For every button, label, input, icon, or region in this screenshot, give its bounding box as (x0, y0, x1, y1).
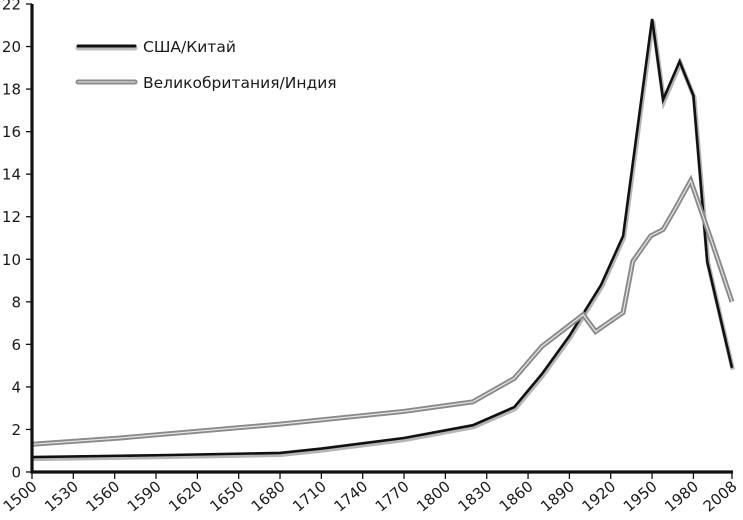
y-tick-label: 8 (11, 293, 21, 311)
x-tick-label: 1770 (372, 477, 413, 515)
y-tick-label: 22 (2, 0, 21, 14)
y-tick-label: 2 (11, 421, 21, 439)
x-tick-label: 1980 (661, 477, 702, 515)
x-tick-label: 1590 (124, 477, 165, 515)
y-tick-label: 4 (11, 378, 21, 396)
series-usa-china (31, 18, 735, 462)
y-tick-label: 12 (2, 208, 21, 226)
series-uk-india (31, 174, 735, 447)
y-tick-label: 20 (2, 38, 21, 56)
x-tick-label: 2008 (700, 477, 741, 515)
x-tick-label: 1830 (454, 477, 495, 515)
legend-item-usa-china: США/Китай (75, 38, 236, 56)
x-tick-label: 1710 (289, 477, 330, 515)
y-tick-label: 6 (11, 336, 21, 354)
x-tick-label: 1800 (413, 477, 454, 515)
x-tick-label: 1620 (165, 477, 206, 515)
legend: США/Китай Великобритания/Индия (75, 38, 337, 92)
legend-label-usa-china: США/Китай (143, 38, 236, 56)
y-tick-label: 16 (2, 123, 21, 141)
legend-item-uk-india: Великобритания/Индия (75, 74, 337, 92)
x-tick-label: 1890 (537, 477, 578, 515)
y-tick-label: 14 (2, 166, 21, 184)
y-tick-label: 0 (11, 464, 21, 482)
x-tick-label: 1740 (330, 477, 371, 515)
x-tick-label: 1530 (41, 477, 82, 515)
x-tick-label: 1500 (0, 477, 41, 515)
x-tick-label: 1560 (82, 477, 123, 515)
y-tick-label: 10 (2, 251, 21, 269)
x-tick-label: 1680 (248, 477, 289, 515)
x-tick-label: 1650 (206, 477, 247, 515)
x-tick-label: 1920 (578, 477, 619, 515)
x-tick-label: 1950 (620, 477, 661, 515)
y-axis-ticks: 0 2 4 6 8 10 12 14 16 18 20 22 (2, 0, 32, 482)
y-tick-label: 18 (2, 81, 21, 99)
x-tick-label: 1860 (496, 477, 537, 515)
x-axis-ticks: 1500 1530 1560 1590 1620 1650 1680 1710 1740 1770… (0, 472, 741, 516)
series-lines (31, 18, 735, 462)
legend-label-uk-india: Великобритания/Индия (143, 74, 337, 92)
